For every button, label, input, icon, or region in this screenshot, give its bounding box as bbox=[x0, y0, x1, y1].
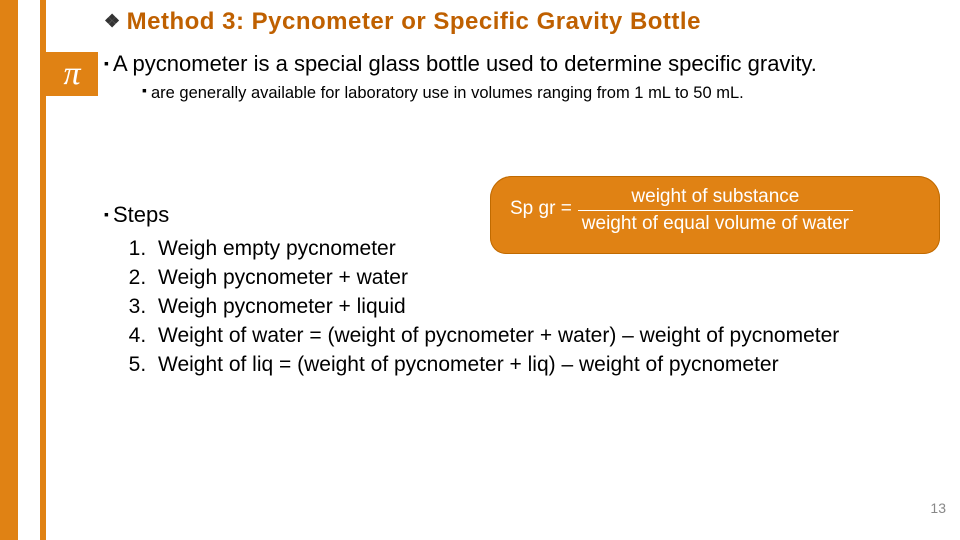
list-item: Weigh pycnometer + liquid bbox=[152, 294, 944, 323]
pi-icon-box: π bbox=[46, 52, 98, 96]
diamond-bullet-icon: ❖ bbox=[104, 11, 121, 32]
list-item: Weigh pycnometer + water bbox=[152, 265, 944, 294]
left-accent-bar bbox=[0, 0, 18, 540]
pi-icon: π bbox=[63, 57, 80, 91]
formula-lhs: Sp gr = bbox=[510, 186, 578, 220]
square-bullet-icon: ▪ bbox=[104, 206, 109, 222]
intro-text: A pycnometer is a special glass bottle u… bbox=[113, 51, 817, 76]
step-text: Weight of water = (weight of pycnometer … bbox=[158, 324, 839, 347]
step-text: Weight of liq = (weight of pycnometer + … bbox=[158, 353, 779, 376]
step-text: Weigh empty pycnometer bbox=[158, 237, 396, 260]
formula-denominator: weight of equal volume of water bbox=[578, 211, 853, 235]
slide-title: ❖ Method 3: Pycnometer or Specific Gravit… bbox=[104, 8, 944, 36]
step-text: Weigh pycnometer + water bbox=[158, 266, 408, 289]
sub-intro-bullet: ▪are generally available for laboratory … bbox=[142, 82, 944, 103]
intro-bullet: ▪A pycnometer is a special glass bottle … bbox=[104, 50, 944, 78]
formula-callout: Sp gr = weight of substance weight of eq… bbox=[490, 176, 940, 254]
formula-fraction: weight of substance weight of equal volu… bbox=[578, 186, 853, 235]
steps-heading-text: Steps bbox=[113, 202, 169, 227]
list-item: Weight of water = (weight of pycnometer … bbox=[152, 323, 944, 352]
page-number: 13 bbox=[930, 500, 946, 516]
square-bullet-icon: ▪ bbox=[142, 82, 147, 98]
list-item: Weight of liq = (weight of pycnometer + … bbox=[152, 352, 944, 381]
title-text: Method 3: Pycnometer or Specific Gravity… bbox=[127, 8, 701, 35]
step-text: Weigh pycnometer + liquid bbox=[158, 295, 406, 318]
steps-list: Weigh empty pycnometer Weigh pycnometer … bbox=[152, 236, 944, 380]
square-bullet-icon: ▪ bbox=[104, 55, 109, 71]
formula-numerator: weight of substance bbox=[578, 186, 853, 211]
sub-intro-text: are generally available for laboratory u… bbox=[151, 84, 744, 102]
